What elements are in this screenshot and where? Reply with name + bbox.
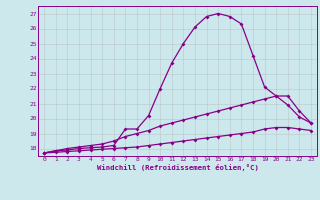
X-axis label: Windchill (Refroidissement éolien,°C): Windchill (Refroidissement éolien,°C) [97,164,259,171]
